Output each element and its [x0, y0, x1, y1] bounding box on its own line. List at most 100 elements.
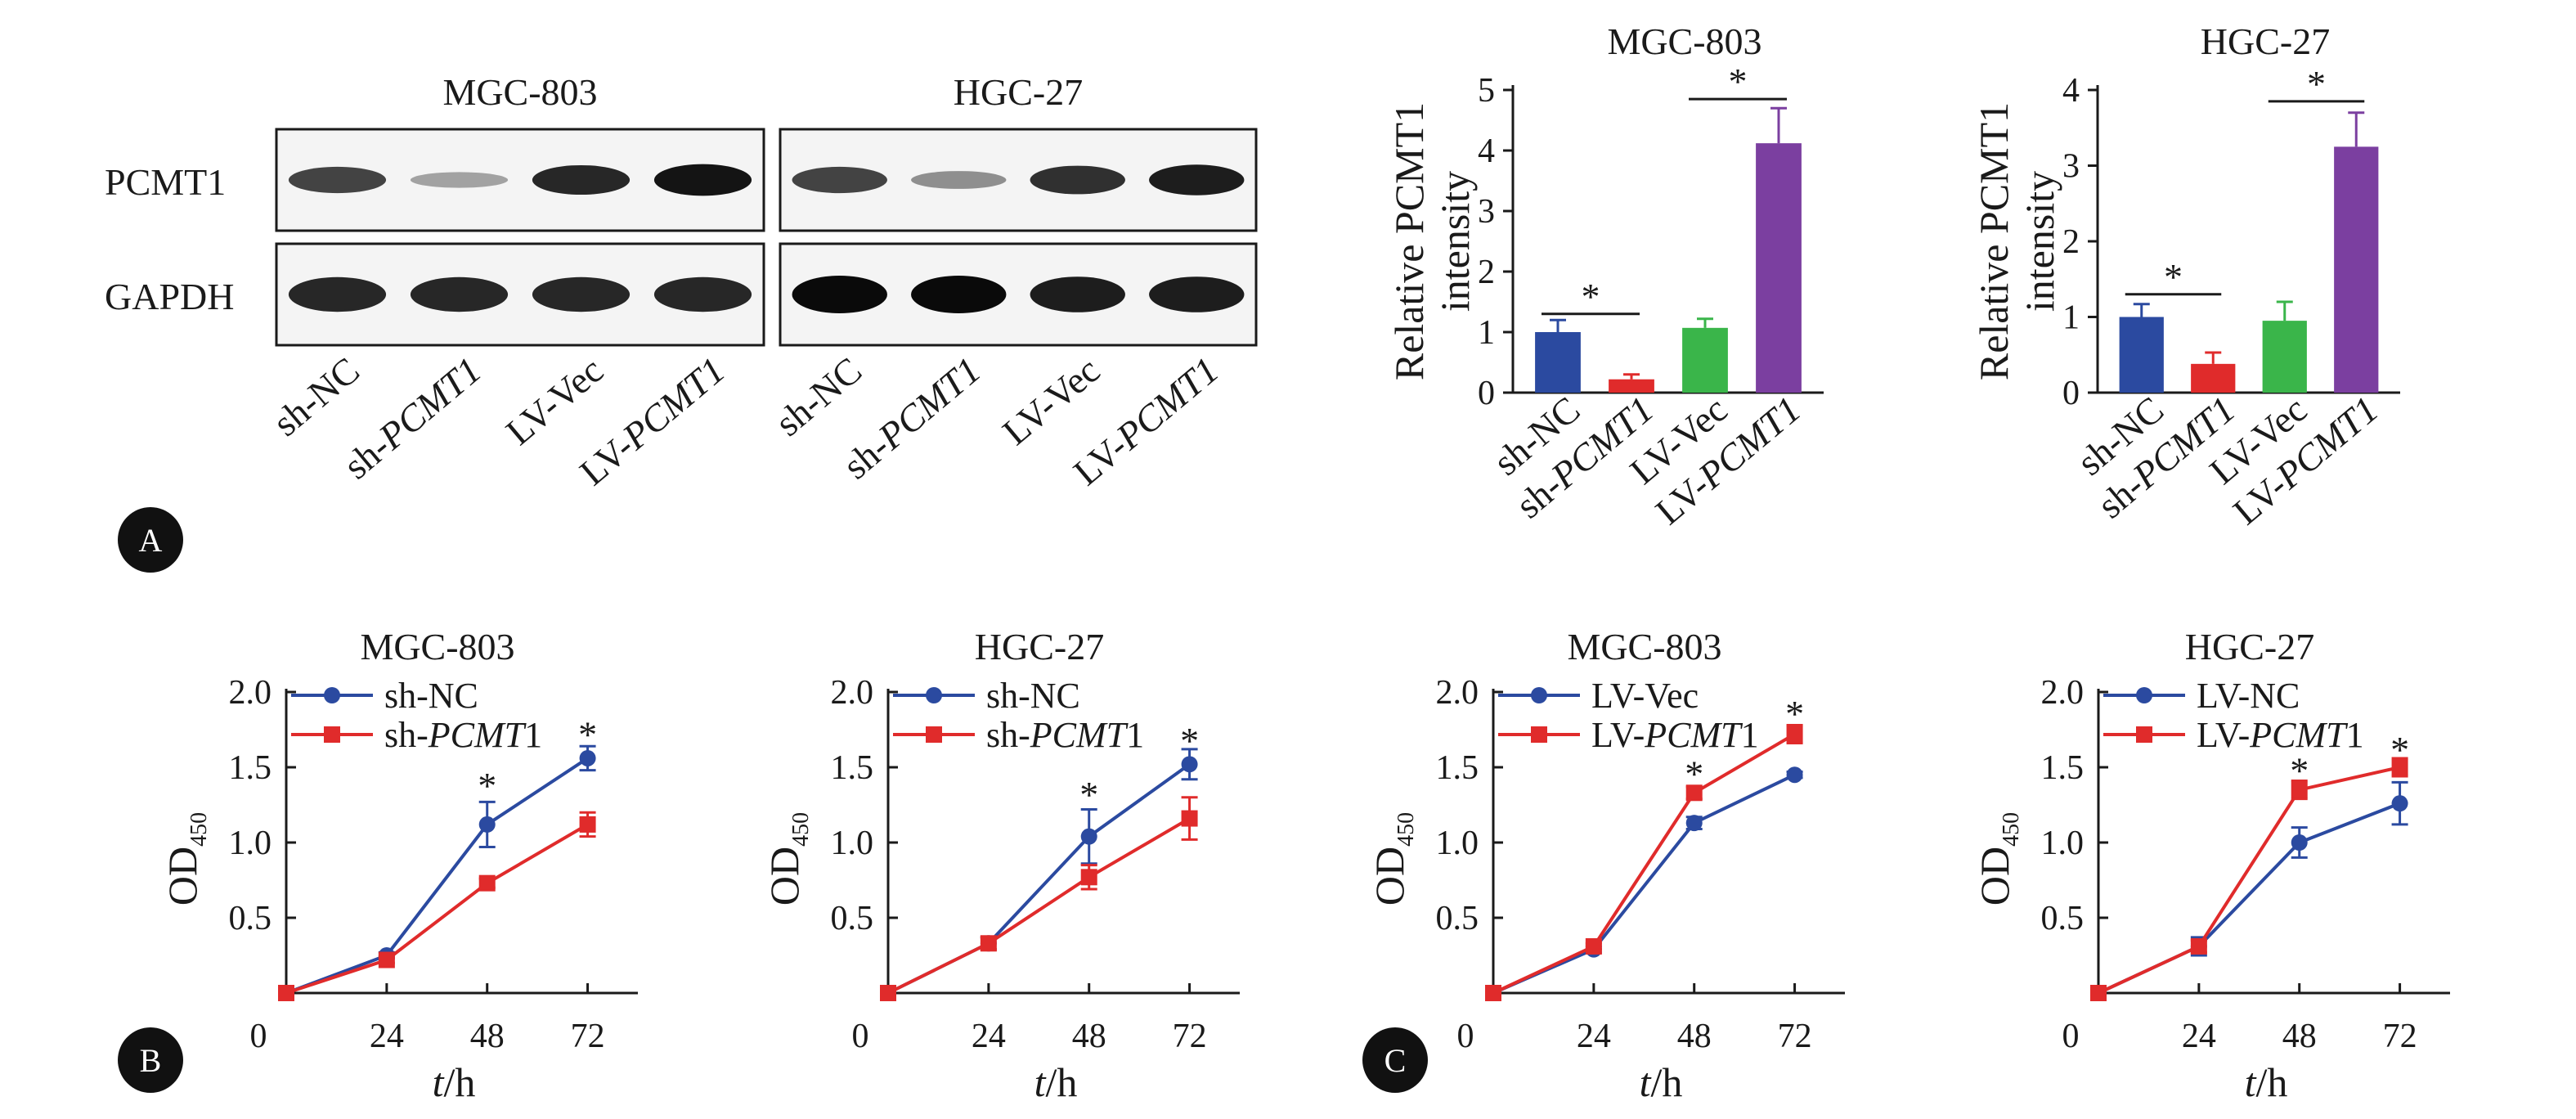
blot-band [288, 166, 387, 194]
origin-label: 0 [250, 1018, 267, 1055]
x-tick-label: 24 [972, 1018, 1006, 1055]
significance-star: * [1180, 720, 1199, 762]
data-point [1786, 766, 1803, 784]
y-tick-label: 1.0 [1436, 825, 1479, 862]
x-tick-label: 24 [1577, 1018, 1611, 1055]
y-tick-label: 0.5 [2041, 900, 2085, 937]
blot-band [792, 166, 887, 194]
data-point [2190, 937, 2207, 955]
series-line [1492, 732, 1796, 995]
chart-title: HGC-27 [975, 626, 1104, 667]
blot-band [1149, 164, 1245, 195]
y-tick-label: 1 [2062, 299, 2080, 337]
blot-lane-label: sh-NC [767, 349, 869, 444]
significance-star: * [1685, 753, 1703, 794]
x-tick-label: 48 [2282, 1018, 2317, 1055]
blot-lane-label: LV-Vec [994, 349, 1107, 453]
line-chart-1: 0.5 1.0 1.5 2.0 0 24 48 72 MGC-803 t/h OD450 sh-NCs… [159, 626, 638, 1105]
data-point [1181, 756, 1198, 773]
chart-title: MGC-803 [360, 626, 514, 667]
blot-lane-label: LV-Vec [498, 349, 611, 453]
significance-star: * [2390, 729, 2409, 771]
y-tick-label: 2.0 [2041, 674, 2085, 712]
y-axis-label: Relative PCMT1intensity [1386, 102, 1478, 380]
y-tick-label: 3 [2062, 148, 2080, 186]
significance-star: * [1729, 61, 1748, 102]
series-line [2098, 802, 2401, 995]
legend-label: LV-NC [2197, 676, 2300, 716]
data-point [1585, 937, 1602, 955]
x-tick-label: 48 [1677, 1018, 1712, 1055]
legend-marker [926, 687, 942, 703]
bar [1682, 327, 1728, 393]
legend-label: LV-Vec [1591, 676, 1699, 716]
blot-band [288, 276, 387, 312]
y-tick-label: 1.5 [2041, 749, 2085, 787]
x-tick-label: 24 [2182, 1018, 2216, 1055]
y-axis-label: Relative PCMT1intensity [1971, 102, 2062, 380]
panel-badge-b: B [118, 1027, 183, 1093]
blot-band [410, 276, 509, 312]
panel-badge-circle [118, 507, 183, 573]
x-axis-label: t/h [1640, 1059, 1683, 1105]
data-point [1685, 815, 1703, 832]
blot-title: MGC-803 [442, 71, 597, 113]
y-tick-label: 1.0 [831, 825, 874, 862]
blot-band [1030, 276, 1125, 312]
y-tick-label: 1.0 [2041, 825, 2085, 862]
series-line [1492, 773, 1796, 995]
blot-band [911, 276, 1007, 313]
chart-title: HGC-27 [2201, 20, 2330, 62]
data-point [2090, 985, 2107, 1001]
data-point [579, 816, 596, 833]
x-axis-label: t/h [433, 1059, 476, 1105]
data-point [2291, 834, 2308, 851]
y-tick-label: 2 [2062, 223, 2080, 261]
panel-badge-label: B [140, 1042, 162, 1079]
bar [2334, 146, 2379, 393]
x-tick-label: 48 [470, 1018, 505, 1055]
y-axis-label: OD450 [761, 812, 814, 906]
data-point [1080, 869, 1097, 886]
blot-row-label: PCMT1 [105, 161, 226, 203]
data-point [1080, 828, 1097, 845]
legend-label: sh-PCMT1 [384, 715, 542, 755]
y-tick-label: 4 [1478, 133, 1495, 170]
y-axis-label: OD450 [1367, 812, 1419, 906]
significance-star: * [578, 714, 597, 756]
y-tick-label: 3 [1478, 193, 1495, 231]
blot-band [410, 172, 509, 188]
blot-band [792, 276, 887, 313]
x-tick-label: 48 [1072, 1018, 1106, 1055]
data-point [2291, 781, 2308, 798]
y-tick-label: 0.5 [831, 900, 874, 937]
bar [2119, 317, 2164, 393]
y-tick-label: 1.0 [229, 825, 272, 862]
significance-star: * [1582, 276, 1600, 317]
panel-badge-circle [118, 1027, 183, 1093]
origin-label: 0 [2062, 1018, 2080, 1055]
bar [1535, 332, 1581, 393]
blot-band [653, 276, 752, 312]
x-tick-label: 72 [571, 1018, 605, 1055]
blot-lane-label: sh-PCMT1 [335, 349, 488, 488]
panel-badge-a: A [118, 507, 183, 573]
significance-star: * [2164, 256, 2183, 298]
data-point [579, 749, 596, 766]
y-tick-label: 1 [1478, 314, 1495, 352]
legend-marker [926, 726, 942, 743]
data-point [378, 951, 395, 968]
significance-star: * [478, 765, 496, 807]
data-point [278, 985, 294, 1001]
y-tick-label: 0.5 [1436, 900, 1479, 937]
x-tick-label: 72 [1778, 1018, 1812, 1055]
series-line [2098, 766, 2401, 995]
bar [1756, 143, 1802, 393]
significance-star: * [2290, 750, 2309, 792]
data-point [2391, 759, 2408, 775]
significance-star: * [2307, 63, 2326, 105]
x-tick-label: 72 [1173, 1018, 1207, 1055]
chart-title: MGC-803 [1567, 626, 1721, 667]
